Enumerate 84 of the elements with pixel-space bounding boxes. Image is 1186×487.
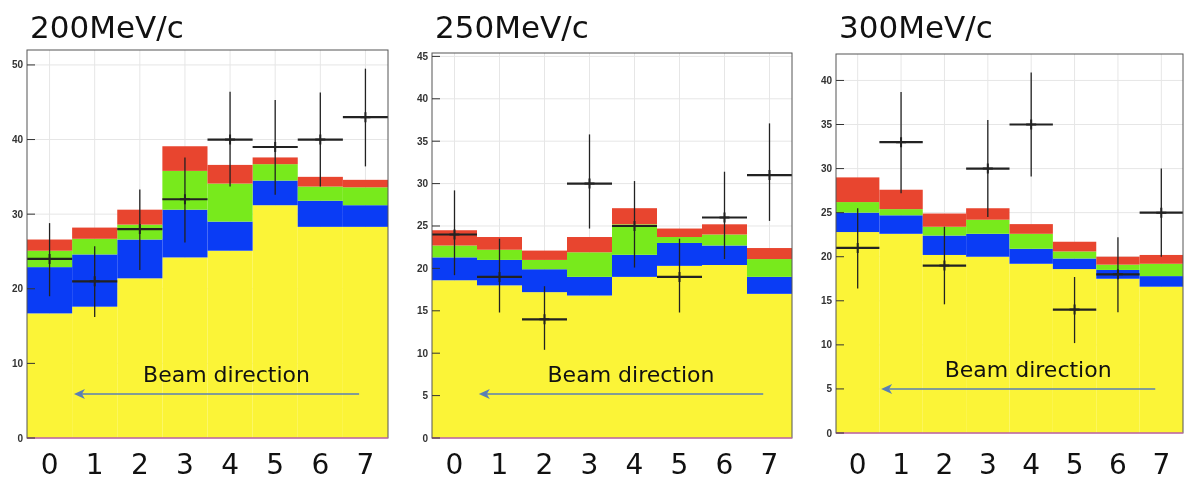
y-tick-label: 15 [820,295,833,307]
chart-title: 300MeV/c [839,9,993,45]
y-tick-label: 0 [17,432,24,444]
point [1112,269,1123,280]
y-tick-label: 20 [416,262,429,274]
annotation: Beam direction [944,357,1112,382]
x-tick-label: 1 [490,448,509,481]
point [896,137,907,148]
y-tick-label: 25 [416,220,429,232]
bar [252,157,298,165]
x-tick-label: 3 [580,448,599,481]
x-tick-label: 0 [445,448,464,481]
bar [1009,233,1053,249]
y-tick-label: 40 [11,134,24,146]
point [315,134,326,145]
y-tick-label: 5 [826,383,833,395]
x-tick-label: 3 [176,448,194,481]
y-tick-label: 10 [416,347,429,359]
y-tick-label: 10 [820,339,833,351]
annotation: Beam direction [143,362,310,387]
y-tick-label: 50 [11,59,24,71]
x-tick-label: 6 [1109,448,1127,481]
x-tick-label: 7 [356,448,375,481]
bar [612,208,657,225]
y-tick-label: 5 [422,390,429,402]
bar [27,239,73,251]
bar [252,164,298,181]
bar [747,276,792,294]
bar [1052,251,1097,259]
y-tick-label: 10 [11,357,24,369]
x-tick-label: 1 [85,448,104,481]
y-tick-label: 0 [826,427,833,439]
point [1069,304,1080,315]
x-tick-label: 4 [221,448,239,481]
point [449,229,460,240]
y-tick-label: 35 [820,119,833,131]
x-tick-label: 2 [130,448,149,481]
point [179,194,190,205]
point [719,212,730,223]
point [89,276,100,287]
point [982,163,993,174]
chart-title: 200MeV/c [30,9,184,45]
point [1026,119,1037,130]
x-tick-label: 6 [715,448,734,481]
y-tick-label: 0 [422,432,429,444]
y-tick-label: 25 [820,207,833,219]
y-tick-label: 45 [416,50,429,62]
y-tick-label: 20 [820,251,833,263]
bar [747,248,792,260]
x-tick-label: 2 [935,448,954,481]
x-tick-label: 6 [311,448,330,481]
point [1156,207,1167,218]
point [584,178,595,189]
y-tick-label: 30 [820,163,833,175]
y-tick-label: 20 [11,283,24,295]
chart-title: 250MeV/c [435,9,589,45]
x-tick-label: 5 [670,448,689,481]
x-tick-label: 1 [892,448,910,481]
x-tick-label: 0 [40,448,59,481]
bar [72,227,118,239]
y-tick-label: 30 [11,208,24,220]
point [360,112,371,123]
x-tick-label: 5 [266,448,285,481]
x-tick-label: 4 [625,448,644,481]
bar [747,259,792,277]
point [539,314,550,325]
x-tick-label: 4 [1022,448,1041,481]
x-tick-label: 2 [535,448,554,481]
y-tick-label: 30 [416,178,429,190]
bar [1052,241,1097,252]
annotation: Beam direction [547,362,715,387]
y-tick-label: 40 [820,74,833,86]
y-tick-label: 40 [416,93,429,105]
x-tick-label: 0 [848,448,867,481]
point [225,134,236,145]
y-tick-label: 15 [416,305,429,317]
x-tick-label: 7 [1152,448,1171,481]
x-tick-label: 3 [978,448,997,481]
x-tick-label: 5 [1065,448,1084,481]
bar [117,209,163,225]
x-tick-label: 7 [760,448,779,481]
bar [1009,224,1053,234]
point [939,260,950,271]
y-tick-label: 35 [416,135,429,147]
